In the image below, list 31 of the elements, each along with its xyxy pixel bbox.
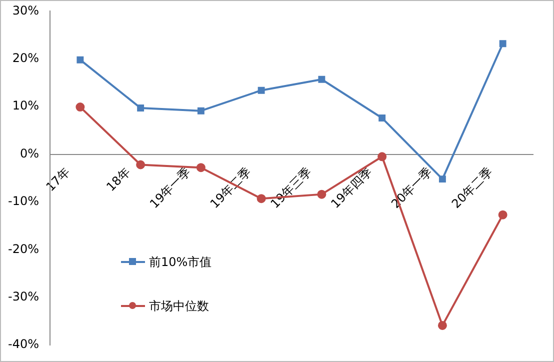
y-tick-label: 30% — [12, 3, 39, 18]
point — [197, 107, 204, 114]
point — [438, 320, 447, 330]
x-tick-label: 20年一季 — [388, 164, 435, 211]
y-tick-label: -40% — [8, 337, 39, 352]
point — [258, 86, 265, 94]
x-tick-label: 19年一季 — [147, 164, 194, 211]
point — [318, 76, 326, 83]
point — [196, 163, 206, 172]
y-tick-label: -20% — [8, 242, 39, 256]
point — [76, 102, 85, 112]
y-tick-label: 0% — [20, 146, 39, 160]
y-tick-label: -30% — [8, 289, 39, 304]
point — [378, 114, 386, 122]
x-tick-label: 18年 — [104, 164, 133, 194]
y-tick-label: 20% — [12, 51, 39, 66]
legend-label: 前10%市值 — [149, 254, 212, 270]
point — [136, 160, 146, 170]
x-tick-label: 17年 — [43, 164, 73, 194]
point — [378, 152, 387, 162]
y-tick-label: -10% — [8, 194, 39, 208]
point — [438, 176, 446, 183]
y-tick-label: 10% — [12, 98, 39, 113]
point — [137, 104, 144, 112]
point — [499, 40, 506, 48]
point — [256, 194, 266, 204]
x-tick-label: 20年二季 — [448, 164, 496, 211]
point — [317, 190, 326, 199]
point — [498, 210, 508, 220]
legend-label: 市场中位数 — [149, 298, 209, 314]
point — [76, 56, 84, 64]
